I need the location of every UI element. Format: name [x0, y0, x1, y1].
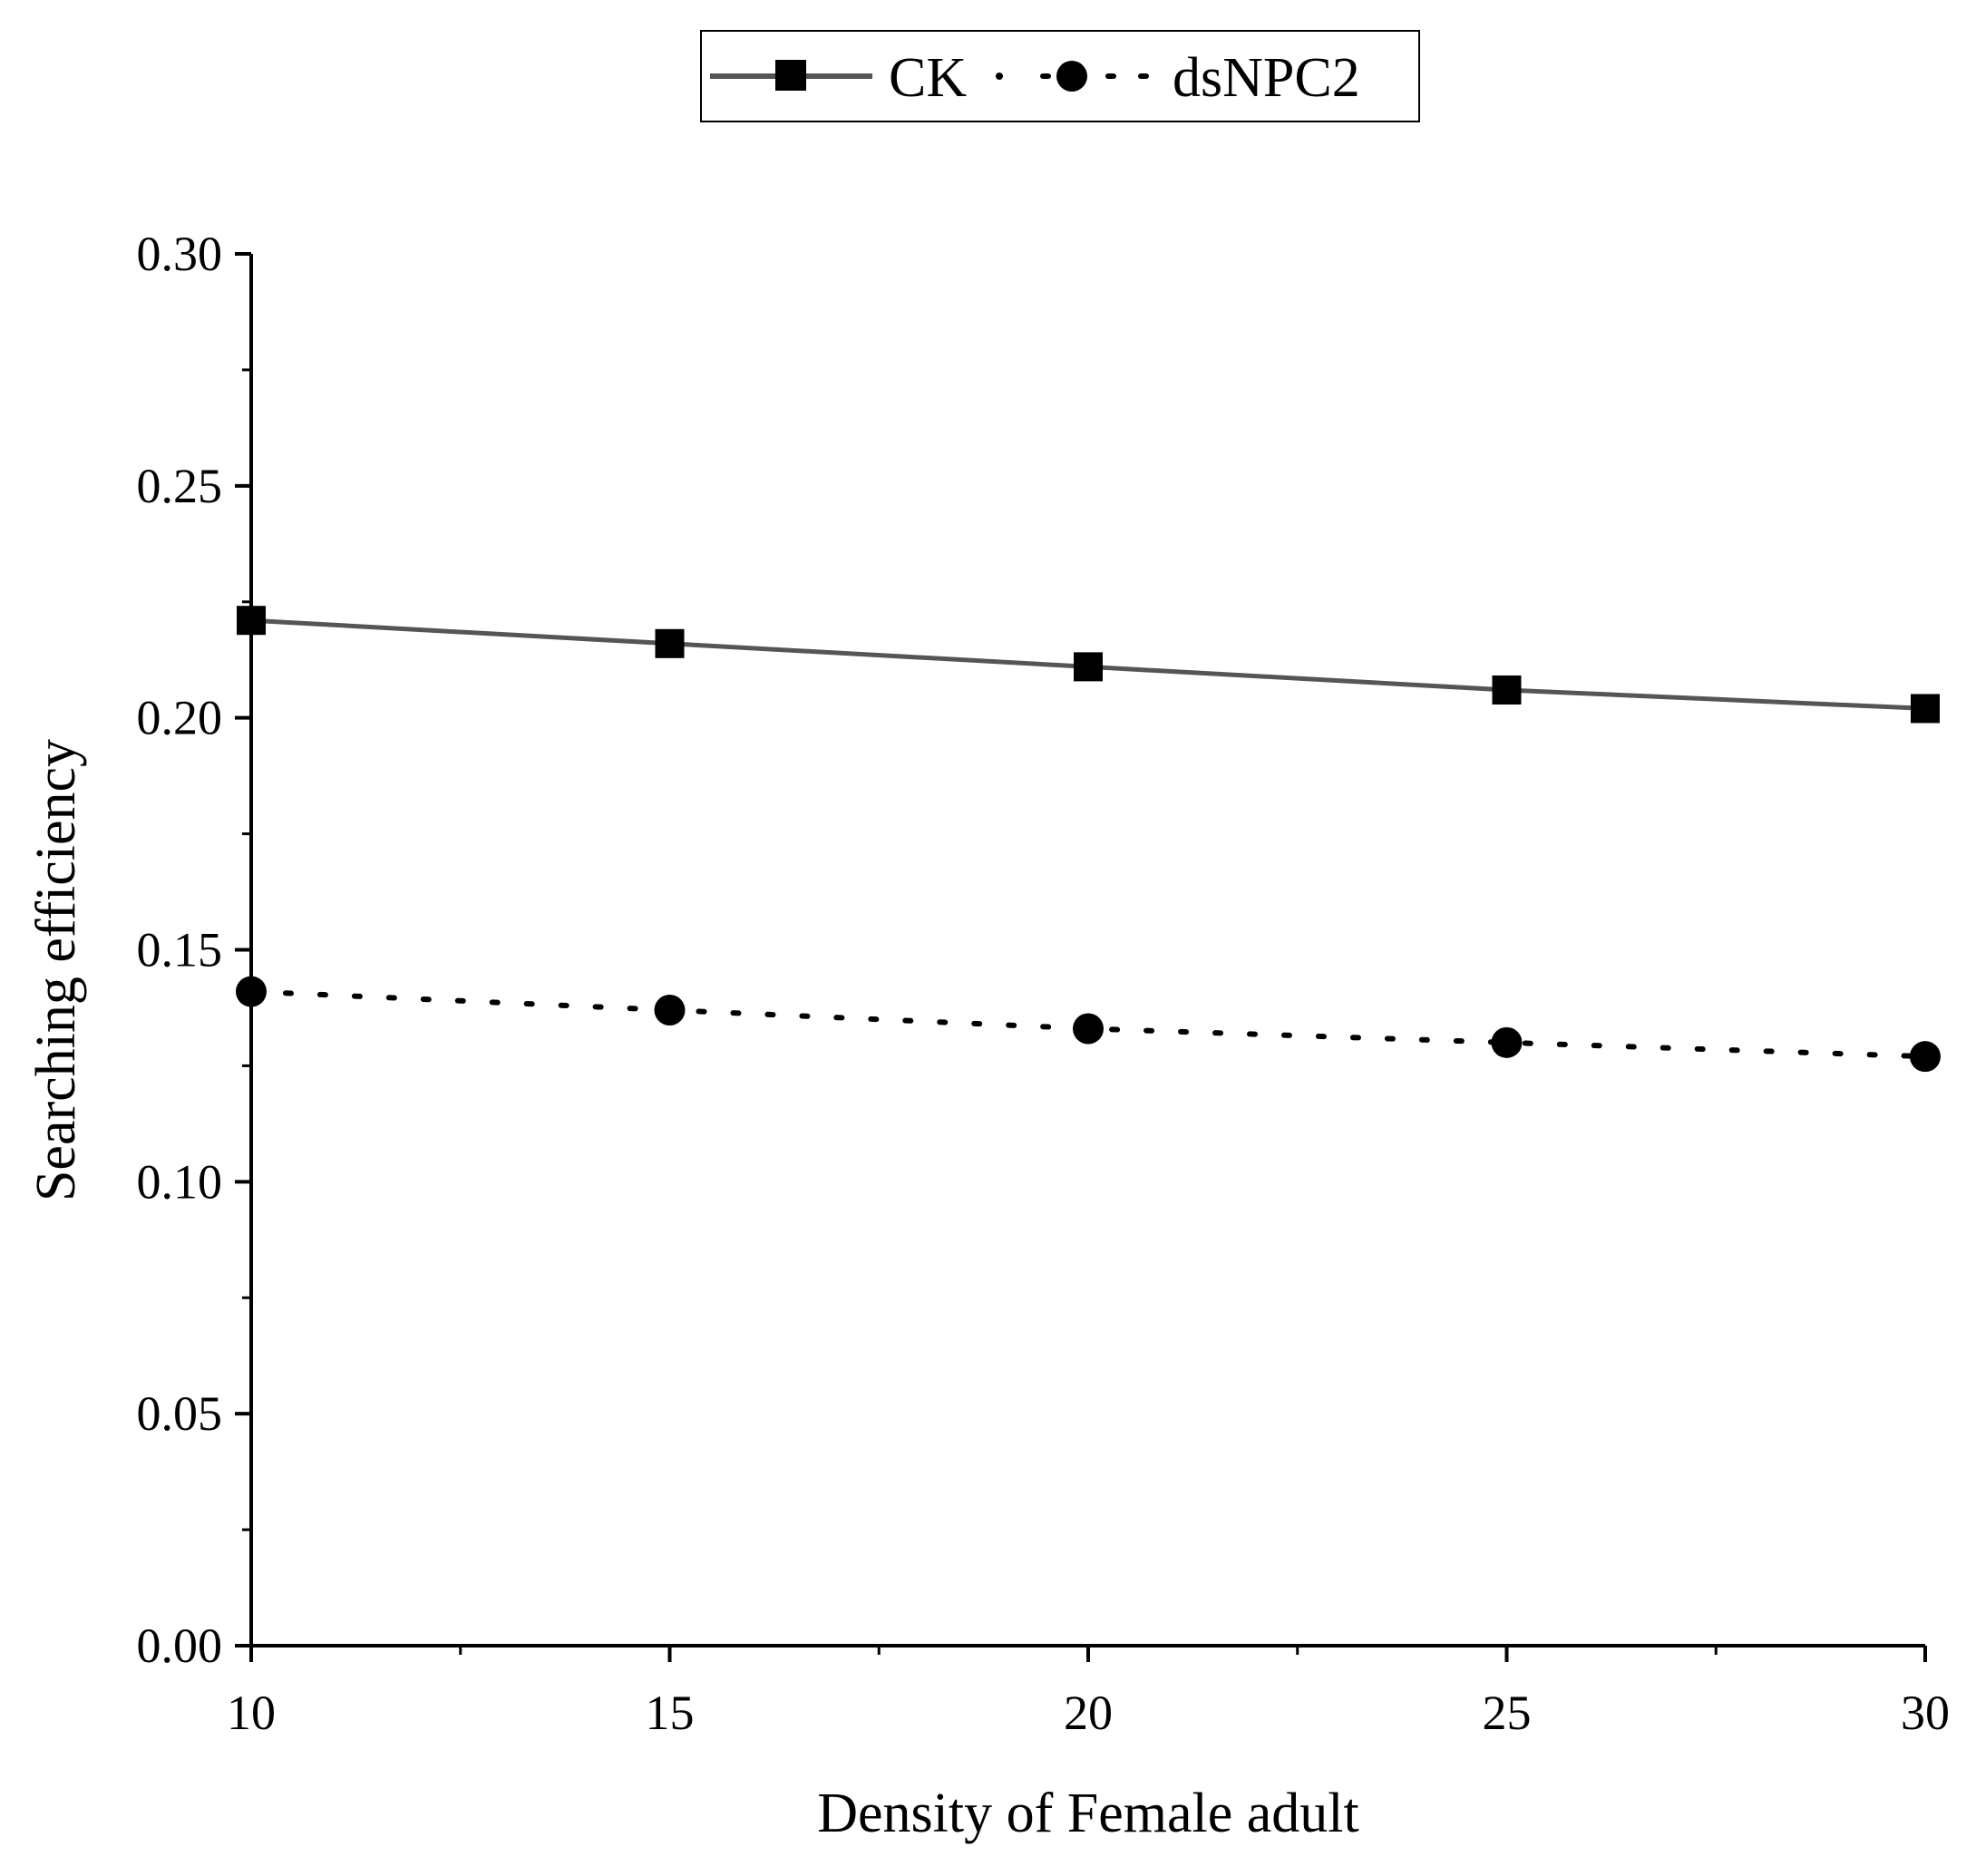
y-tick-label: 0.20 [137, 691, 223, 745]
y-tick-label: 0.15 [137, 923, 223, 977]
data-point-ck [237, 606, 266, 636]
x-tick-label: 25 [1483, 1686, 1532, 1740]
data-point-dsnpc2 [1073, 1013, 1104, 1045]
series-line-dsnpc2 [248, 988, 1928, 1060]
legend-item-dsnpc2: dsNPC2 [1040, 47, 1360, 109]
data-point-ck [655, 628, 685, 658]
y-tick-label: 0.25 [137, 459, 223, 513]
legend-ck-marker [775, 60, 806, 91]
x-ticks: 10 15 20 25 30 [227, 1646, 1950, 1740]
data-point-dsnpc2 [1491, 1026, 1523, 1058]
legend-dsnpc2-marker [1056, 61, 1087, 92]
data-point-ck [1911, 694, 1940, 724]
y-ticks: 0.00 0.05 0.10 0.15 0.20 0.25 0.30 [137, 227, 251, 1673]
x-axis-title: Density of Female adult [817, 1783, 1358, 1844]
data-point-dsnpc2 [236, 976, 267, 1007]
x-tick-label: 20 [1064, 1686, 1113, 1740]
y-tick-label: 0.05 [137, 1386, 223, 1441]
legend-dsnpc2-label: dsNPC2 [1173, 47, 1360, 109]
y-tick-label: 0.10 [137, 1154, 223, 1209]
legend-item-ck: CK [710, 47, 1003, 109]
data-point-ck [1074, 652, 1103, 682]
data-point-ck [1492, 675, 1522, 705]
y-tick-label: 0.00 [137, 1618, 223, 1673]
y-tick-label: 0.30 [137, 227, 223, 281]
x-tick-label: 10 [227, 1686, 276, 1740]
x-tick-label: 15 [646, 1686, 695, 1740]
legend-ck-label: CK [889, 47, 967, 109]
series-layer [236, 606, 1941, 1073]
legend: CK dsNPC2 [700, 30, 1420, 122]
x-tick-label: 30 [1901, 1686, 1950, 1740]
y-axis-title: Searching efficiency [25, 739, 87, 1201]
data-point-dsnpc2 [1910, 1041, 1941, 1073]
legend-ck-trail-dot [996, 73, 1003, 80]
data-point-dsnpc2 [654, 995, 686, 1026]
